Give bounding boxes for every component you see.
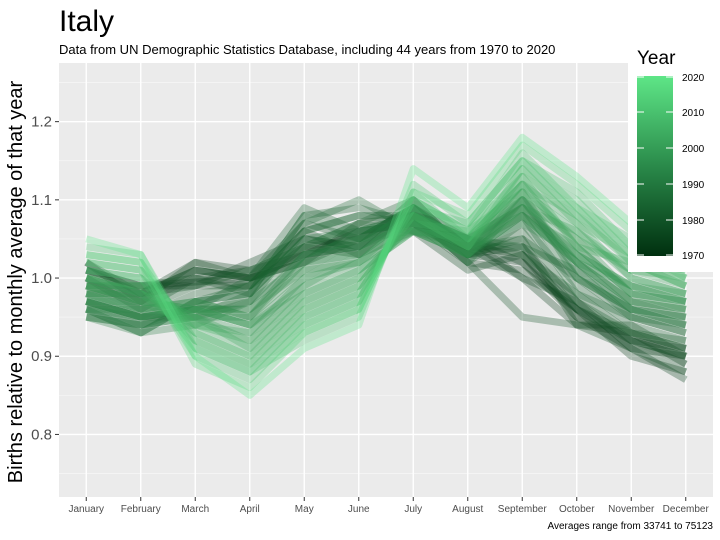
series-line-1974 <box>86 196 688 383</box>
series-line-1979 <box>85 212 688 376</box>
x-tick-label: July <box>404 504 422 515</box>
minor-gridlines <box>59 82 713 474</box>
series-line-2003 <box>86 172 688 345</box>
series-line-1986 <box>85 204 687 337</box>
legend-tick-label: 2020 <box>682 73 705 84</box>
plot-panel <box>59 63 713 497</box>
series-line-1991 <box>85 204 687 337</box>
series-line-1985 <box>84 196 687 337</box>
legend-tick-label: 1970 <box>682 251 705 262</box>
series-line-2009 <box>85 165 687 368</box>
y-axis-label: Births relative to monthly average of th… <box>5 80 27 483</box>
series-line-1997 <box>86 212 687 329</box>
color-legend: Year 1970 1980 1990 2000 2010 2020 <box>628 42 720 272</box>
series-line-1990 <box>85 188 687 329</box>
chart-subtitle: Data from UN Demographic Statistics Data… <box>59 42 555 57</box>
series-line-2000 <box>86 196 687 345</box>
series-line-1977 <box>84 204 688 368</box>
y-tick-label: 0.8 <box>31 426 52 443</box>
series-line-1975 <box>84 212 687 360</box>
series-line-1983 <box>84 204 687 337</box>
series-line-2015 <box>85 141 688 391</box>
legend-ticks: 1970 1980 1990 2000 2010 2020 <box>637 73 705 262</box>
series-line-1987 <box>85 204 687 329</box>
series-line-1998 <box>85 180 687 337</box>
series-line-2020 <box>85 133 688 399</box>
y-tick-label: 0.9 <box>31 348 52 365</box>
series-line-1971 <box>85 212 687 360</box>
series-line-1976 <box>84 227 687 352</box>
series-line-1981 <box>85 212 687 352</box>
series-line-1999 <box>85 204 687 329</box>
series-line-2001 <box>85 188 687 337</box>
x-tick-label: June <box>348 504 370 515</box>
series-line-1972 <box>84 204 688 368</box>
series-line-2007 <box>85 172 687 360</box>
y-tick-label: 1.0 <box>31 270 52 287</box>
series-line-2002 <box>85 180 687 352</box>
y-tick-label: 1.2 <box>31 114 52 131</box>
legend-colorbar <box>637 76 673 256</box>
series-line-1982 <box>84 196 687 345</box>
series-line-2005 <box>85 180 688 352</box>
series-line-1993 <box>85 212 687 321</box>
y-axis-ticks: 0.8 0.9 1.0 1.1 1.2 <box>31 114 59 443</box>
x-tick-label: January <box>68 504 104 515</box>
x-axis-ticks: January February March April May June July Augu… <box>68 497 709 515</box>
series-line-1996 <box>85 196 687 321</box>
chart-caption: Averages range from 33741 to 75123 <box>548 521 714 532</box>
series-line-2006 <box>85 165 688 368</box>
series-line-1978 <box>85 219 688 360</box>
legend-tick-label: 1990 <box>682 180 705 191</box>
x-tick-label: February <box>121 504 161 515</box>
series-line-2011 <box>85 157 687 376</box>
x-tick-label: September <box>498 504 548 515</box>
x-tick-label: May <box>295 504 314 515</box>
legend-title: Year <box>637 48 676 69</box>
series-line-2008 <box>85 157 688 376</box>
series-line-1980 <box>86 204 687 360</box>
legend-tick-label: 2000 <box>682 144 705 155</box>
y-tick-label: 1.1 <box>31 192 52 209</box>
series-line-1989 <box>85 212 687 329</box>
x-tick-label: August <box>452 504 483 515</box>
x-tick-label: April <box>240 504 260 515</box>
x-tick-label: October <box>559 504 595 515</box>
x-tick-label: November <box>608 504 655 515</box>
legend-tick-label: 2010 <box>682 108 705 119</box>
series-line-1995 <box>85 219 687 329</box>
series-line-1992 <box>85 196 687 329</box>
x-tick-label: December <box>663 504 710 515</box>
series-line-1970 <box>85 219 687 352</box>
series-line-1984 <box>84 204 687 344</box>
series-line-2004 <box>85 188 687 360</box>
x-tick-label: March <box>181 504 209 515</box>
series-line-1973 <box>84 219 687 376</box>
series-line-1994 <box>86 204 687 321</box>
major-gridlines <box>59 63 713 497</box>
series-lines <box>84 133 688 399</box>
series-line-1988 <box>84 196 687 337</box>
series-line-2010 <box>85 149 688 384</box>
chart-title: Italy <box>59 5 114 38</box>
legend-tick-label: 1980 <box>682 216 705 227</box>
